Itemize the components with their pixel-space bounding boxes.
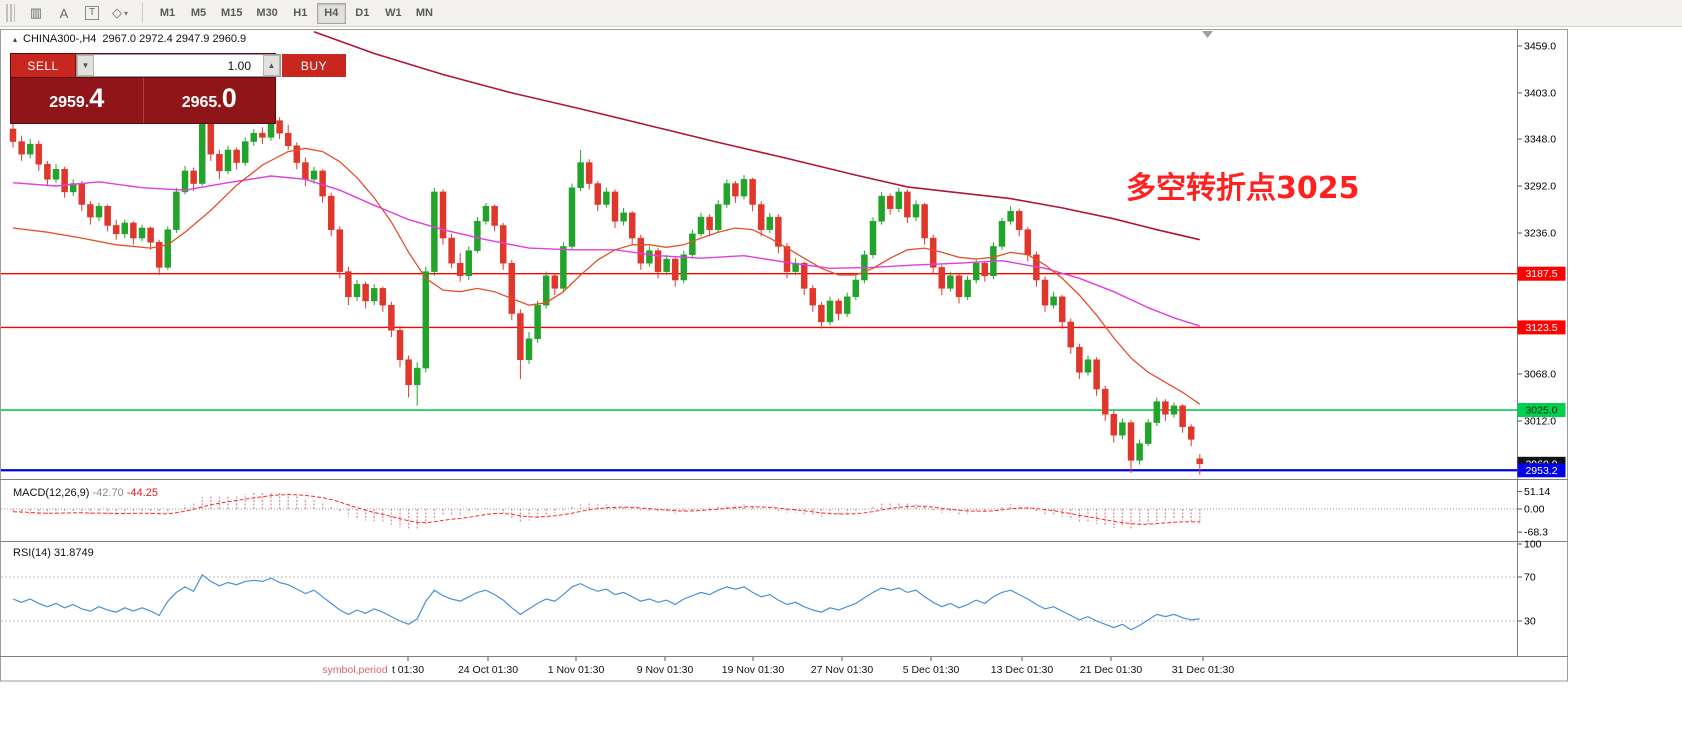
draw-objects-icon[interactable]: ◇ ▾ <box>107 2 133 24</box>
macd-value-signal: -44.25 <box>126 487 158 499</box>
symbol-period-label: CHINA300-,H4 <box>23 33 97 45</box>
tool-icons-group: ▥ A T ◇ ▾ <box>23 2 133 24</box>
timeframe-button-m30[interactable]: M30 <box>250 3 283 24</box>
rsi-line <box>12 573 1200 631</box>
macd-name: MACD(12,26,9) <box>13 487 90 499</box>
price-badge-3025.0: 3025.0 <box>1517 403 1566 418</box>
ohlc-values: 2967.0 2972.4 2947.9 2960.9 <box>102 33 247 45</box>
svg-text:3292.0: 3292.0 <box>1524 181 1556 193</box>
chart-annotation: 多空转折点3025 <box>1126 171 1360 206</box>
buy-price-big-digit: 0 <box>221 83 237 113</box>
svg-text:3012.0: 3012.0 <box>1524 415 1556 427</box>
price-axis[interactable]: 3459.0 3403.0 3348.0 3292.0 3236.0 3068.0 3012… <box>1517 30 1566 656</box>
one-click-trading-panel: SELL ▼ ▲ BUY 2959.4 2965.0 <box>10 53 346 124</box>
macd-signal-line <box>12 494 1200 525</box>
macd-panel: 51.14 0.00 -68.3 <box>1 486 1550 539</box>
svg-text:t 01:30: t 01:30 <box>392 664 424 676</box>
svg-text:3403.0: 3403.0 <box>1524 87 1556 99</box>
sell-price-big-digit: 4 <box>89 83 105 113</box>
svg-text:9 Nov 01:30: 9 Nov 01:30 <box>637 664 694 676</box>
svg-text:0.00: 0.00 <box>1524 504 1545 516</box>
volume-increase-button[interactable]: ▲ <box>263 55 280 76</box>
svg-text:3348.0: 3348.0 <box>1524 134 1556 146</box>
timeframe-button-mn[interactable]: MN <box>410 3 439 24</box>
svg-text:30: 30 <box>1524 616 1536 628</box>
svg-text:symbol,period: symbol,period <box>322 664 388 676</box>
rsi-panel: 100 70 30 <box>1 539 1542 631</box>
price-badge-2953.2: 2953.2 <box>1517 463 1566 478</box>
timeframe-button-m15[interactable]: M15 <box>215 3 248 24</box>
timeframe-button-m5[interactable]: M5 <box>184 3 213 24</box>
macd-value-main: -42.70 <box>92 487 124 499</box>
volume-stepper: ▼ ▲ <box>76 54 281 77</box>
font-a-icon[interactable]: A <box>51 2 77 24</box>
buy-price-display[interactable]: 2965. 0 <box>144 78 276 123</box>
timeframe-button-h1[interactable]: H1 <box>286 3 315 24</box>
svg-text:3459.0: 3459.0 <box>1524 40 1556 52</box>
svg-text:100: 100 <box>1524 539 1542 551</box>
chart-pattern-icon[interactable]: ▥ <box>23 2 49 24</box>
svg-text:21 Dec 01:30: 21 Dec 01:30 <box>1080 664 1143 676</box>
svg-text:3187.5: 3187.5 <box>1525 268 1557 280</box>
timeframe-button-m1[interactable]: M1 <box>153 3 182 24</box>
chart-shift-marker[interactable] <box>1202 31 1213 38</box>
price-badge-3123.5: 3123.5 <box>1517 320 1566 335</box>
svg-text:13 Dec 01:30: 13 Dec 01:30 <box>991 664 1054 676</box>
svg-text:5 Dec 01:30: 5 Dec 01:30 <box>903 664 960 676</box>
timeframe-button-d1[interactable]: D1 <box>348 3 377 24</box>
ma-fast-line <box>12 147 1201 405</box>
svg-text:3123.5: 3123.5 <box>1525 322 1557 334</box>
chart-window-background[interactable] <box>0 29 1568 682</box>
price-badge-3187.5: 3187.5 <box>1517 266 1566 281</box>
svg-text:19 Nov 01:30: 19 Nov 01:30 <box>722 664 785 676</box>
sell-price-main: 2959. <box>49 94 90 111</box>
sell-button[interactable]: SELL <box>11 54 75 77</box>
svg-text:2953.2: 2953.2 <box>1525 465 1557 477</box>
svg-text:24 Oct 01:30: 24 Oct 01:30 <box>458 664 518 676</box>
volume-input[interactable] <box>94 55 263 76</box>
volume-decrease-button[interactable]: ▼ <box>77 55 94 76</box>
main-toolbar: ▥ A T ◇ ▾ M1 M5 M15 M30 H1 H4 D1 W1 MN <box>0 0 1682 27</box>
toolbar-separator <box>142 3 143 23</box>
toolbar-grip[interactable] <box>6 4 15 22</box>
rsi-name: RSI(14) <box>13 547 51 559</box>
macd-label: MACD(12,26,9) -42.70 -44.25 <box>13 487 158 499</box>
text-tool-icon[interactable]: T <box>79 2 105 24</box>
svg-text:51.14: 51.14 <box>1524 486 1550 498</box>
buy-price-main: 2965. <box>181 94 222 111</box>
svg-text:3236.0: 3236.0 <box>1524 228 1556 240</box>
svg-text:3025.0: 3025.0 <box>1525 405 1557 417</box>
ma-slow-line <box>313 30 1200 241</box>
svg-text:27 Nov 01:30: 27 Nov 01:30 <box>811 664 874 676</box>
timeframe-button-h4[interactable]: H4 <box>316 2 346 24</box>
watermark-symbol-period[interactable]: t 01:30 24 Oct 01:30 1 Nov 01:30 9 Nov 01:3… <box>322 657 1234 676</box>
level-lines-layer <box>1 273 1517 472</box>
svg-text:70: 70 <box>1524 572 1536 584</box>
svg-text:31 Dec 01:30: 31 Dec 01:30 <box>1172 664 1235 676</box>
svg-text:-68.3: -68.3 <box>1524 527 1548 539</box>
svg-text:1 Nov 01:30: 1 Nov 01:30 <box>548 664 605 676</box>
buy-button[interactable]: BUY <box>282 54 346 77</box>
timeframe-button-w1[interactable]: W1 <box>379 3 408 24</box>
rsi-value: 31.8749 <box>53 547 94 559</box>
candles-layer <box>9 108 1204 475</box>
oneclick-toggle-icon[interactable]: ▴ <box>13 34 18 44</box>
dropdown-caret-icon: ▾ <box>123 8 128 18</box>
timeframe-group: M1 M5 M15 M30 H1 H4 D1 W1 MN <box>152 2 440 24</box>
moving-averages-layer <box>12 30 1201 405</box>
sell-price-display[interactable]: 2959. 4 <box>11 78 144 123</box>
rsi-label: RSI(14) 31.8749 <box>13 547 94 559</box>
svg-text:3068.0: 3068.0 <box>1524 368 1556 380</box>
chart-title: ▴ CHINA300-,H4 2967.0 2972.4 2947.9 2960… <box>13 33 246 45</box>
